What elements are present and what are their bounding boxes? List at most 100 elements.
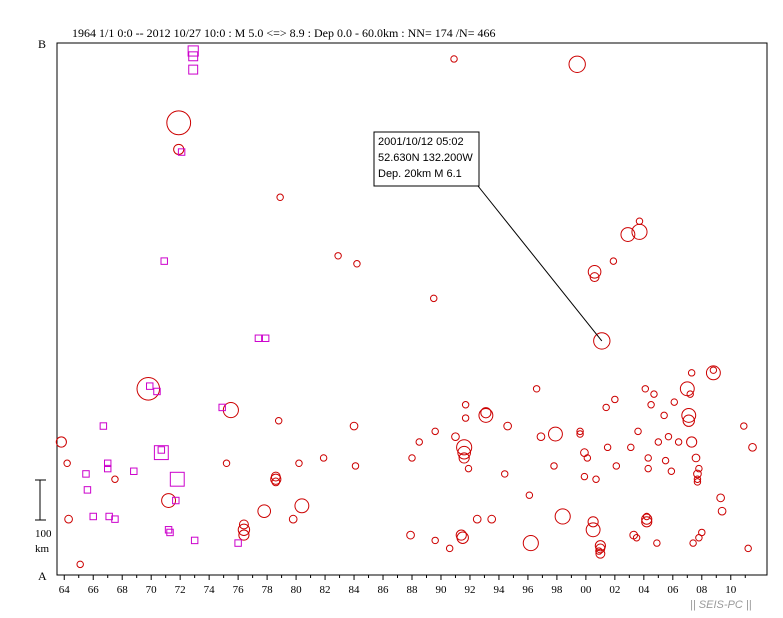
event-square	[190, 536, 199, 545]
event-circle	[445, 544, 454, 553]
event-circle	[709, 366, 718, 374]
event-circle	[641, 516, 653, 528]
event-circle	[634, 427, 642, 436]
event-circle	[568, 55, 586, 73]
x-axis: 64 66 68 70 72 74 76 78 80 82 84 86 88 90 92 94 96 98 00 02…	[59, 575, 746, 596]
annotation-leader-line	[477, 185, 603, 342]
event-circle	[664, 432, 673, 441]
event-circle	[661, 456, 670, 465]
event-square	[105, 512, 113, 521]
event-circle	[644, 464, 652, 473]
event-circle	[55, 436, 67, 448]
event-circle	[237, 523, 251, 536]
event-circle	[687, 369, 696, 377]
event-circle	[641, 385, 650, 393]
event-circle	[748, 442, 757, 452]
event-square	[177, 148, 186, 156]
x-tick-label: 64	[59, 584, 71, 596]
x-tick-label: 86	[378, 584, 390, 596]
scale-bar-unit: km	[35, 543, 50, 555]
event-square	[153, 387, 161, 396]
event-circle	[480, 407, 492, 419]
event-circle	[632, 534, 641, 542]
event-square	[188, 51, 199, 62]
x-tick-label: 90	[435, 584, 447, 596]
event-annotation: 2001/10/12 05:02 52.630N 132.200W Dep. 2…	[373, 131, 603, 342]
event-circle	[461, 401, 470, 409]
event-circle	[353, 260, 361, 268]
event-circle	[580, 472, 589, 481]
event-circle	[464, 464, 473, 473]
event-circle	[744, 544, 752, 553]
event-circle	[532, 385, 541, 393]
event-circle	[682, 414, 695, 427]
event-circle	[674, 438, 683, 446]
event-circle	[654, 438, 663, 446]
event-circle	[522, 535, 539, 552]
event-circle	[620, 227, 636, 242]
event-circle	[349, 421, 359, 431]
event-circle	[456, 439, 473, 456]
event-circle	[693, 475, 702, 483]
event-circle	[451, 432, 460, 442]
event-circle	[455, 529, 467, 541]
x-tick-label: 98	[551, 584, 563, 596]
event-circle	[576, 427, 584, 436]
x-tick-label: 84	[349, 584, 361, 596]
event-circle	[270, 473, 282, 485]
event-circle	[238, 519, 249, 530]
x-tick-label: 08	[696, 584, 708, 596]
x-tick-label: 82	[320, 584, 331, 596]
event-circle	[161, 493, 177, 508]
event-circle	[595, 547, 603, 555]
event-circle	[681, 407, 697, 423]
event-circle	[257, 504, 272, 518]
event-circle	[587, 516, 599, 528]
event-circle	[576, 430, 584, 438]
event-circle	[276, 193, 284, 201]
event-circle	[270, 471, 281, 482]
event-circle	[415, 438, 423, 446]
event-circle	[550, 462, 558, 470]
event-circle	[587, 264, 602, 279]
event-square	[89, 512, 97, 521]
event-circle	[693, 469, 702, 479]
event-square	[254, 334, 263, 342]
x-tick-label: 10	[725, 584, 737, 596]
event-circle	[693, 478, 702, 486]
event-square	[82, 470, 90, 478]
event-circle	[603, 443, 612, 452]
event-circle	[536, 432, 546, 442]
event-circle	[295, 459, 303, 467]
x-tick-label: 92	[464, 584, 475, 596]
event-circle	[501, 470, 509, 478]
event-circle	[602, 403, 610, 412]
event-circle	[288, 514, 298, 524]
event-circle	[274, 417, 283, 425]
event-circle	[583, 454, 592, 462]
event-circle	[644, 454, 652, 462]
event-circle	[647, 401, 655, 409]
event-square	[83, 486, 92, 494]
event-circle	[461, 414, 470, 422]
event-square	[103, 459, 112, 467]
event-circle	[111, 475, 119, 483]
x-tick-label: 68	[117, 584, 129, 596]
event-markers	[55, 45, 757, 569]
event-circle	[76, 560, 84, 569]
event-circle	[592, 475, 600, 483]
event-circle	[63, 459, 71, 467]
annotation-coords: 52.630N 132.200W	[378, 152, 473, 164]
event-square	[164, 526, 173, 534]
event-circle	[294, 498, 310, 514]
event-square	[169, 471, 185, 487]
x-tick-label: 06	[667, 584, 679, 596]
event-circle	[472, 514, 482, 524]
event-circle	[458, 452, 470, 464]
event-square	[188, 64, 199, 75]
x-tick-label: 80	[291, 584, 303, 596]
depth-scale-bar	[35, 479, 46, 521]
event-square	[261, 334, 270, 342]
x-tick-label: 04	[638, 584, 650, 596]
event-circle	[635, 217, 644, 225]
